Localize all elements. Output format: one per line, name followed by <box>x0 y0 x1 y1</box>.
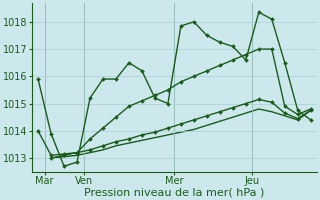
X-axis label: Pression niveau de la mer( hPa ): Pression niveau de la mer( hPa ) <box>84 187 265 197</box>
